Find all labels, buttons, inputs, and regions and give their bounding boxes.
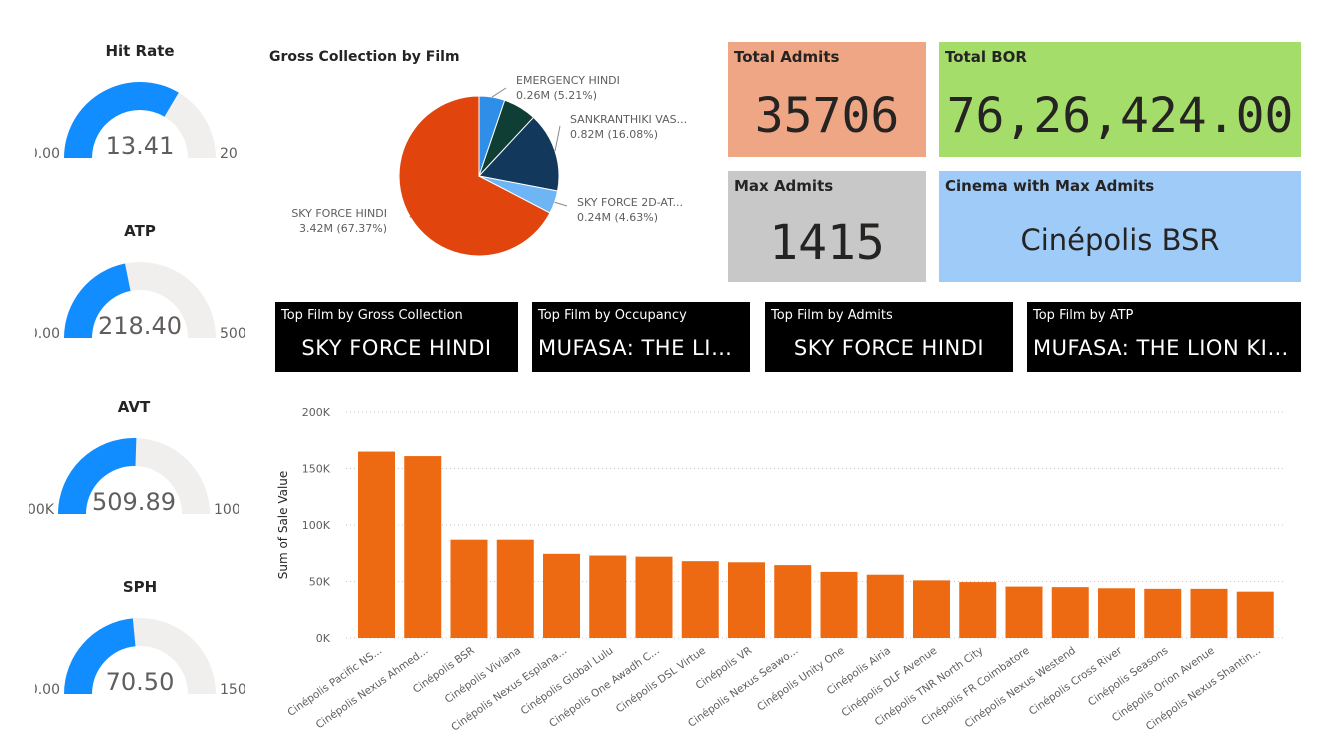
cinema-max-admits-value: Cinépolis BSR [1020, 223, 1220, 257]
gauge-fill [58, 438, 137, 514]
bar[interactable] [635, 556, 673, 638]
total-admits-value: 35706 [754, 88, 900, 144]
pie-leader-line [554, 201, 568, 207]
y-tick-label: 100K [302, 519, 331, 532]
bar[interactable] [959, 582, 997, 638]
x-tick-label: Cinépolis Unity One [755, 645, 847, 714]
bar[interactable] [1005, 586, 1043, 638]
gauge-value: 218.40 [98, 312, 182, 340]
bar[interactable] [1098, 588, 1135, 638]
x-tick-label: Cinépolis Seasons [1086, 645, 1170, 709]
sale-value-by-cinema-bar-chart[interactable]: 0K 50K 100K 150K 200K Sum of Sale Value Cinépo… [268, 395, 1313, 740]
bar[interactable] [681, 561, 719, 638]
top-film-atp-value: MUFASA: THE LION KIN... [1033, 336, 1295, 360]
top-film-admits-card: Top Film by Admits SKY FORCE HINDI [765, 302, 1013, 372]
pie-slice-detail: 3.42M (67.37%) [299, 222, 387, 235]
bar[interactable] [358, 451, 395, 638]
bar[interactable] [496, 539, 534, 638]
gauge-max-label: 1000 [214, 502, 239, 518]
max-admits-value: 1415 [769, 215, 885, 271]
bar[interactable] [543, 553, 580, 638]
gauge-avt[interactable]: 509.89 0.00K 1000 AVT [29, 398, 239, 548]
gauge-title: ATP [124, 222, 156, 240]
y-tick-label: 0K [316, 632, 331, 645]
pie-leader-line [409, 215, 412, 218]
gauge-sph[interactable]: 70.50 0.00 150 SPH [35, 578, 245, 728]
gauge-title: AVT [117, 398, 151, 416]
gauge-min-label: 0.00K [29, 502, 55, 518]
gauge-fill [64, 81, 179, 158]
cinema-max-admits-label: Cinema with Max Admits [945, 177, 1155, 195]
pie-slice[interactable] [478, 175, 559, 214]
bar[interactable] [913, 580, 950, 638]
top-film-gross-card: Top Film by Gross Collection SKY FORCE H… [275, 302, 518, 372]
bar[interactable] [589, 555, 627, 638]
cinema-max-admits-card: Cinema with Max Admits Cinépolis BSR [939, 171, 1301, 282]
pie-leader-line [491, 87, 507, 98]
max-admits-label: Max Admits [734, 177, 834, 195]
top-film-occupancy-value: MUFASA: THE LIO... [538, 336, 744, 360]
total-admits-label: Total Admits [734, 48, 840, 66]
bar[interactable] [1144, 588, 1182, 638]
gauge-atp[interactable]: 218.40 0.00 500 ATP [35, 222, 245, 372]
bar[interactable] [1190, 588, 1228, 638]
bar[interactable] [774, 565, 812, 638]
gross-collection-pie-chart[interactable]: SKY FORCE HINDI 3.42M (67.37%) EMERGENCY H… [260, 66, 710, 286]
top-film-atp-label: Top Film by ATP [1033, 308, 1134, 323]
gauge-min-label: 0.00 [35, 326, 60, 342]
bar[interactable] [866, 574, 904, 638]
gauge-title: Hit Rate [105, 42, 175, 60]
y-tick-label: 50K [309, 576, 331, 589]
bar[interactable] [450, 539, 488, 638]
pie-slice-label: EMERGENCY HINDI [516, 74, 620, 87]
gauge-fill [64, 263, 131, 338]
bar[interactable] [1051, 587, 1089, 638]
total-bor-card: Total BOR 76,26,424.00 [939, 42, 1301, 157]
pie-slice-detail: 0.82M (16.08%) [570, 128, 658, 141]
gauge-fill [64, 618, 136, 694]
top-film-occupancy-label: Top Film by Occupancy [538, 308, 687, 323]
gauge-title: SPH [122, 578, 158, 596]
gauge-value: 70.50 [106, 668, 175, 696]
pie-slice-label: SKY FORCE 2D-AT... [577, 196, 683, 209]
gauge-max-label: 500 [220, 326, 245, 342]
top-film-occupancy-card: Top Film by Occupancy MUFASA: THE LIO... [532, 302, 750, 372]
total-bor-label: Total BOR [945, 48, 1027, 66]
gauge-min-label: 0.00 [35, 682, 60, 698]
bar[interactable] [820, 571, 858, 638]
pie-chart-title: Gross Collection by Film [269, 49, 460, 65]
top-film-atp-card: Top Film by ATP MUFASA: THE LION KIN... [1027, 302, 1301, 372]
x-tick-label: Cinépolis DSL Virtue [614, 645, 708, 716]
gauge-max-label: 150 [220, 682, 245, 698]
top-film-admits-value: SKY FORCE HINDI [793, 336, 985, 360]
total-admits-card: Total Admits 35706 [728, 42, 926, 157]
bar[interactable] [404, 456, 442, 638]
top-film-gross-value: SKY FORCE HINDI [301, 336, 492, 360]
y-tick-label: 150K [302, 463, 331, 476]
bar[interactable] [1236, 591, 1274, 638]
gauge-value: 509.89 [92, 488, 176, 516]
pie-slice-detail: 0.24M (4.63%) [577, 211, 658, 224]
y-tick-label: 200K [302, 406, 331, 419]
pie-slice[interactable] [478, 116, 560, 192]
pie-leader-line [554, 125, 561, 152]
gauge-value: 13.41 [106, 132, 175, 160]
pie-slice-detail: 0.26M (5.21%) [516, 89, 597, 102]
gauge-min-label: 0.00 [35, 146, 60, 162]
total-bor-value: 76,26,424.00 [946, 88, 1294, 144]
y-axis-title: Sum of Sale Value [276, 471, 290, 580]
top-film-admits-label: Top Film by Admits [771, 308, 893, 323]
max-admits-card: Max Admits 1415 [728, 171, 926, 282]
gauge-max-label: 20 [220, 146, 238, 162]
pie-slice-label: SKY FORCE HINDI [291, 207, 387, 220]
bar[interactable] [728, 562, 765, 638]
top-film-gross-label: Top Film by Gross Collection [281, 308, 463, 323]
x-tick-label: Cinépolis Viviana [443, 645, 523, 706]
pie-slice-label: SANKRANTHIKI VAS... [570, 113, 687, 126]
gauge-hit-rate[interactable]: 13.41 0.00 20 Hit Rate [35, 42, 245, 192]
